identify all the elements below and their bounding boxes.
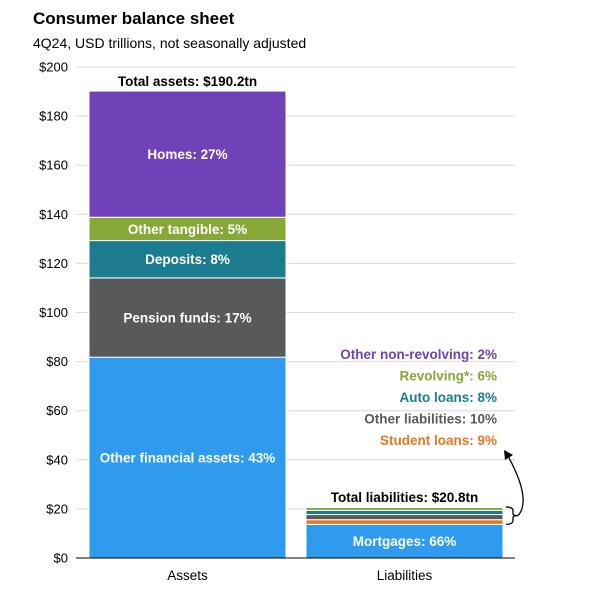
- data-label-homes: Homes: 27%: [147, 147, 227, 162]
- bar-segment-assets-pension-funds: [88, 277, 287, 358]
- chart-subtitle: 4Q24, USD trillions, not seasonally adju…: [33, 35, 307, 51]
- y-tick-label-60: $60: [46, 403, 68, 418]
- y-tick-label-100: $100: [39, 305, 68, 320]
- data-label-other-tangible: Other tangible: 5%: [128, 222, 247, 237]
- total-label-liabilities: Total liabilities: $20.8tn: [331, 490, 479, 505]
- y-tick-label-120: $120: [39, 256, 68, 271]
- liability-labels: Other non-revolving: 2% Revolving*: 6% Aut…: [340, 347, 497, 448]
- data-label-deposits: Deposits: 8%: [145, 252, 230, 267]
- annotations: [504, 450, 524, 526]
- bar-segment-liabilities-auto-loans: [305, 509, 504, 516]
- liability-label-student-loans: Student loans: 9%: [380, 433, 497, 448]
- bar-segment-assets-other-financial-assets: [88, 356, 287, 559]
- liability-label-revolving: Revolving*: 6%: [399, 369, 497, 384]
- bars: [88, 90, 504, 559]
- y-tick-label-40: $40: [46, 452, 68, 467]
- total-label-assets: Total assets: $190.2tn: [118, 74, 257, 89]
- x-tick-label-assets: Assets: [167, 568, 208, 583]
- data-label-mortgages: Mortgages: 66%: [353, 534, 457, 549]
- y-tick-label-140: $140: [39, 207, 68, 222]
- x-tick-label-liabilities: Liabilities: [377, 568, 433, 583]
- arrow-line: [507, 455, 524, 517]
- liability-label-other-non-revolving: Other non-revolving: 2%: [340, 347, 497, 362]
- bar-segment-liabilities-other-liabilities: [305, 514, 504, 521]
- y-tick-label-80: $80: [46, 354, 68, 369]
- chart-title: Consumer balance sheet: [33, 9, 235, 28]
- arrow-head: [504, 450, 513, 460]
- data-label-pension-funds: Pension funds: 17%: [123, 311, 251, 326]
- brace: [505, 506, 519, 526]
- y-tick-label-200: $200: [39, 60, 68, 75]
- bar-segment-assets-deposits: [88, 240, 287, 279]
- data-label-other-financial-assets: Other financial assets: 43%: [100, 451, 276, 466]
- y-tick-label-180: $180: [39, 109, 68, 124]
- bar-segment-assets-homes: [88, 90, 287, 218]
- data-labels: Other financial assets: 43% Pension funds…: [100, 74, 479, 549]
- liability-label-auto-loans: Auto loans: 8%: [399, 390, 497, 405]
- y-tick-label-20: $20: [46, 501, 68, 516]
- bar-segment-liabilities-student-loans: [305, 519, 504, 525]
- liability-label-other-liabilities: Other liabilities: 10%: [364, 412, 497, 427]
- y-tick-label-0: $0: [54, 551, 68, 566]
- y-tick-label-160: $160: [39, 158, 68, 173]
- x-axis: Assets Liabilities: [76, 557, 515, 583]
- y-axis: $0 $20 $40 $60 $80 $100 $120 $140 $160 $180 $200: [39, 60, 68, 566]
- bar-segment-liabilities-other-non-revolving: [305, 505, 504, 508]
